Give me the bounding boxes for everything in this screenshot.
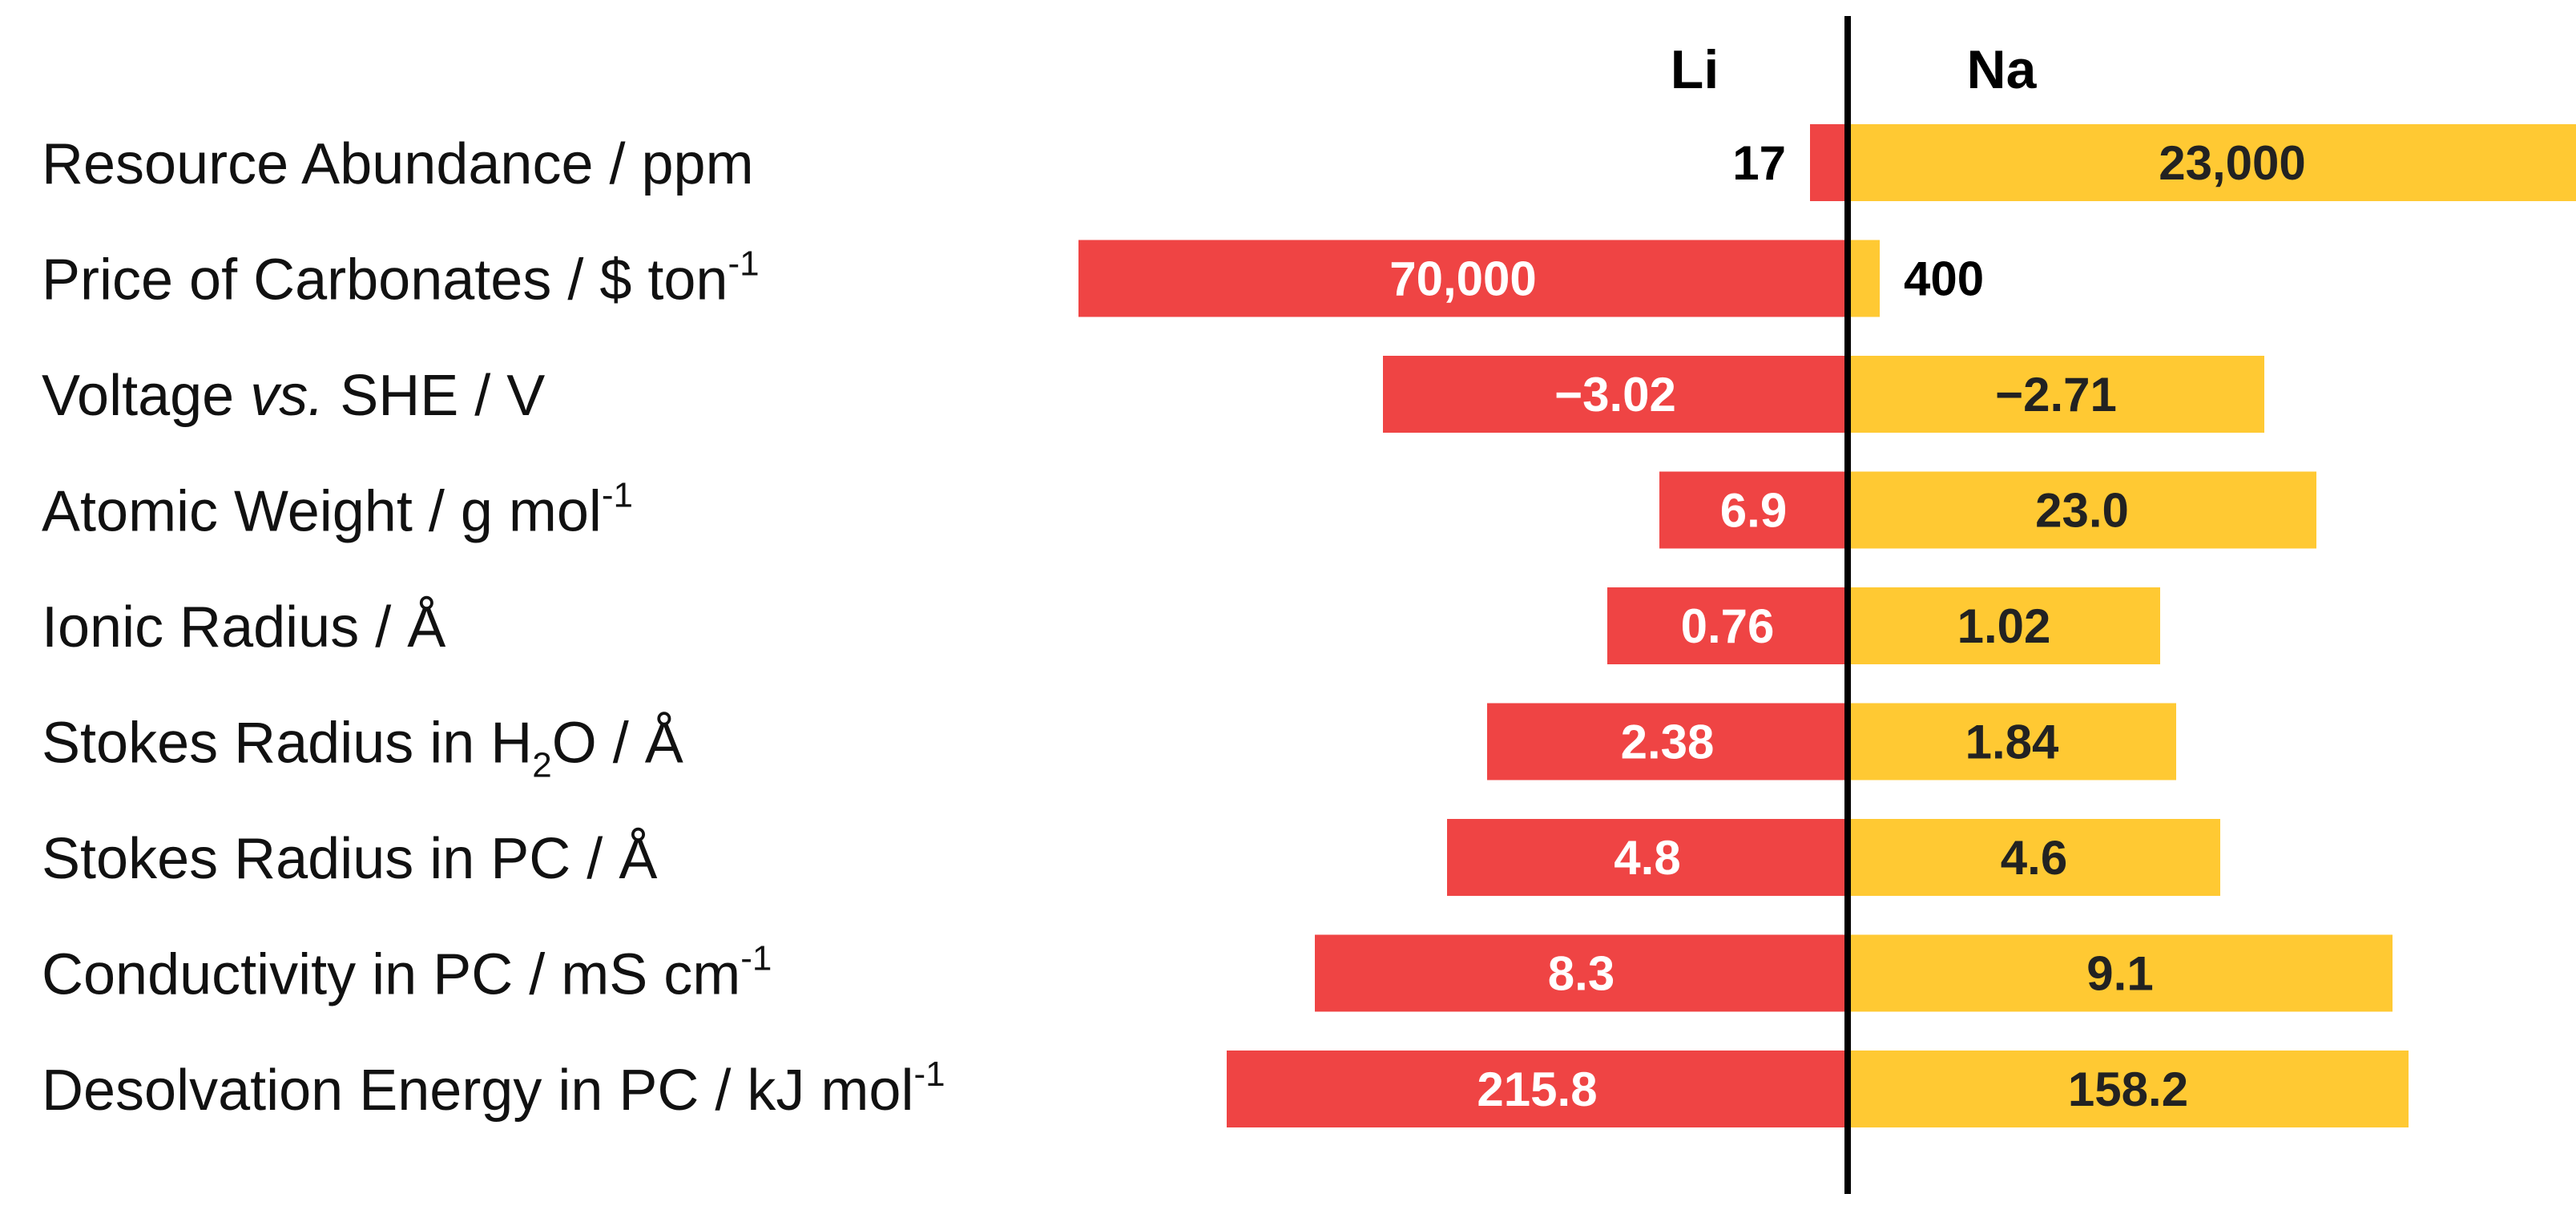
- na-bar: [1848, 819, 2220, 896]
- li-bar: [1315, 934, 1848, 1012]
- li-value-label: 70,000: [1389, 252, 1537, 306]
- na-value-label: 1.02: [1957, 599, 2051, 653]
- li-value-label: 6.9: [1720, 484, 1787, 538]
- na-value-label: 400: [1904, 252, 1984, 306]
- row-label-part: vs.: [250, 364, 324, 428]
- row-label-part: Atomic Weight / g mol: [42, 480, 602, 544]
- row-label: Voltage vs. SHE / V: [42, 364, 545, 428]
- li-value-label: 0.76: [1681, 599, 1775, 653]
- row-label: Ionic Radius / Å: [42, 595, 445, 659]
- row-label-part: -1: [740, 939, 772, 978]
- column-header-li: Li: [1671, 39, 1719, 100]
- li-value-label: 8.3: [1548, 947, 1615, 1001]
- row-label: Conductivity in PC / mS cm-1: [42, 939, 772, 1007]
- na-bar: [1848, 703, 2176, 780]
- na-bar: [1848, 934, 2393, 1012]
- na-bar: [1848, 240, 1880, 317]
- row-label: Desolvation Energy in PC / kJ mol-1: [42, 1055, 945, 1123]
- li-value-label: −3.02: [1554, 368, 1676, 421]
- row-label-part: SHE / V: [324, 364, 545, 428]
- row-label-part: Price of Carbonates / $ ton: [42, 248, 728, 313]
- na-value-label: −2.71: [1995, 368, 2117, 421]
- na-bar: [1848, 124, 2576, 201]
- row-label-part: Stokes Radius in H: [42, 712, 532, 776]
- na-bar: [1848, 356, 2264, 433]
- chart-rows: Resource Abundance / ppm 17 23,000 Price of…: [42, 124, 2576, 1127]
- li-value-label: 4.8: [1614, 831, 1680, 885]
- na-bar: [1848, 587, 2160, 664]
- row-label: Stokes Radius in PC / Å: [42, 827, 657, 891]
- row-label: Price of Carbonates / $ ton-1: [42, 244, 760, 313]
- na-value-label: 23.0: [2035, 484, 2129, 538]
- row-label-part: O / Å: [552, 712, 683, 776]
- row-label: Stokes Radius in H2O / Å: [42, 712, 683, 785]
- li-value-label: 17: [1732, 136, 1786, 190]
- li-bar: [1810, 124, 1848, 201]
- row-label-part: 2: [532, 746, 551, 785]
- li-bar: [1607, 587, 1848, 664]
- na-value-label: 9.1: [2086, 947, 2153, 1001]
- row-label: Resource Abundance / ppm: [42, 132, 754, 196]
- na-value-label: 1.84: [1965, 716, 2059, 769]
- row-label-part: Ionic Radius / Å: [42, 595, 445, 659]
- row-label-part: -1: [913, 1055, 945, 1094]
- row-label-part: -1: [602, 476, 633, 515]
- li-value-label: 2.38: [1621, 716, 1715, 769]
- na-value-label: 158.2: [2068, 1063, 2188, 1116]
- li-bar: [1078, 240, 1848, 317]
- row-label-part: Voltage: [42, 364, 250, 428]
- na-bar: [1848, 1051, 2409, 1127]
- li-bar: [1487, 703, 1848, 780]
- na-bar: [1848, 471, 2316, 549]
- row-label: Atomic Weight / g mol-1: [42, 476, 633, 544]
- row-label-part: Resource Abundance / ppm: [42, 132, 754, 196]
- li-bar: [1227, 1051, 1848, 1127]
- li-bar: [1447, 819, 1848, 896]
- row-label-part: Desolvation Energy in PC / kJ mol: [42, 1059, 913, 1123]
- row-label-part: Stokes Radius in PC / Å: [42, 827, 657, 891]
- li-bar: [1383, 356, 1848, 433]
- na-value-label: 23,000: [2159, 136, 2306, 190]
- li-bar: [1659, 471, 1848, 549]
- row-label-part: -1: [728, 244, 759, 284]
- column-header-na: Na: [1967, 39, 2038, 100]
- row-label-part: Conductivity in PC / mS cm: [42, 943, 740, 1007]
- li-value-label: 215.8: [1477, 1063, 1597, 1116]
- na-value-label: 4.6: [2001, 831, 2067, 885]
